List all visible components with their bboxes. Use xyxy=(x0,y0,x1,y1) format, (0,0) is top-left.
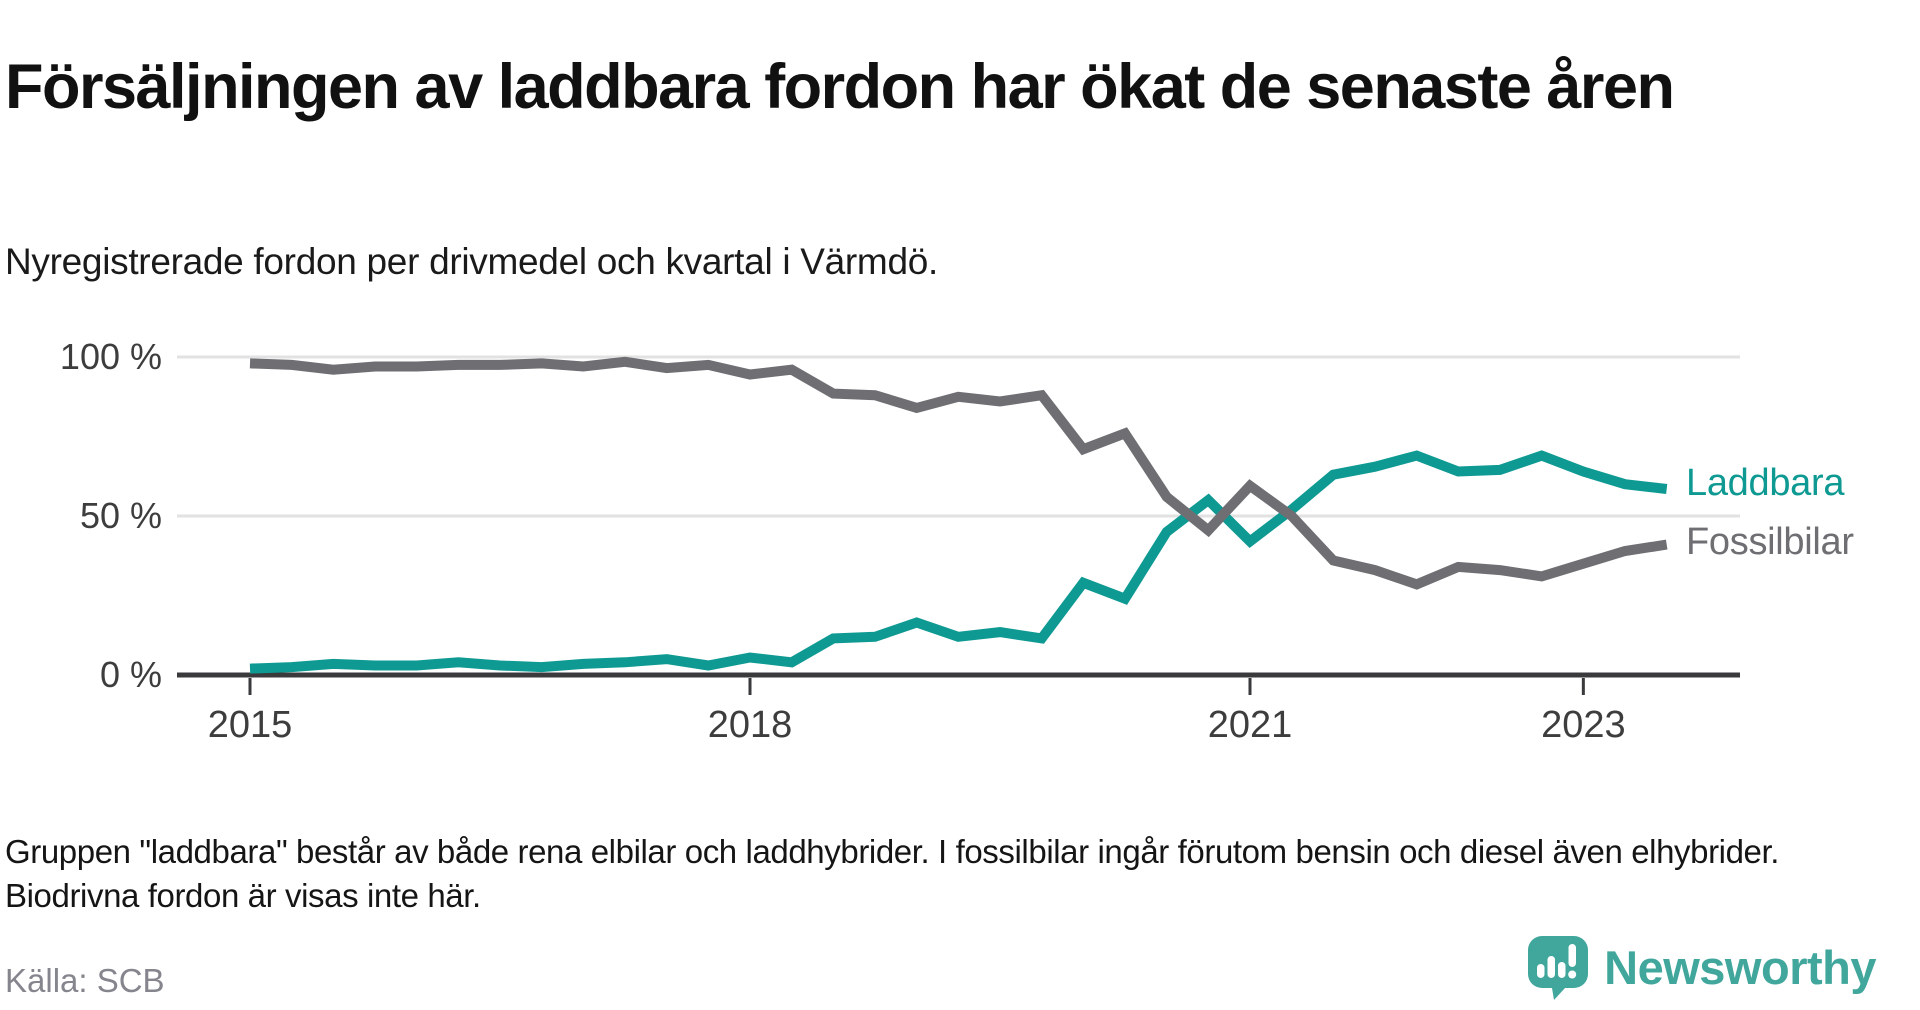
source-label: Källa: SCB xyxy=(5,962,165,999)
logo-exclamation-bar xyxy=(1568,944,1577,967)
series-line-fossilbilar xyxy=(249,356,1668,590)
x-axis-tick-label: 2021 xyxy=(1208,704,1293,746)
y-axis-tick-label: 50 % xyxy=(80,495,162,536)
newsworthy-logo: Newsworthy xyxy=(1526,934,1876,1000)
x-axis-tick-label: 2018 xyxy=(708,704,793,746)
logo-bar-3 xyxy=(1558,962,1566,978)
series-label-laddbara: Laddbara xyxy=(1686,462,1845,504)
footnote: Gruppen "laddbara" består av både rena e… xyxy=(5,833,1780,914)
x-axis-tick-label: 2023 xyxy=(1541,704,1626,746)
series-label-fossilbilar: Fossilbilar xyxy=(1686,521,1854,563)
newsworthy-logo-icon xyxy=(1528,936,1589,1000)
y-axis-tick-label: 0 % xyxy=(100,654,162,695)
newsworthy-logo-text: Newsworthy xyxy=(1604,940,1876,994)
series-line-laddbara xyxy=(249,450,1668,674)
chart-title: Försäljningen av laddbara fordon har öka… xyxy=(5,52,1675,123)
logo-exclamation-dot xyxy=(1568,970,1577,979)
chart-subtitle: Nyregistrerade fordon per drivmedel och … xyxy=(5,241,938,282)
x-axis-tick-label: 2015 xyxy=(208,704,293,746)
line-chart-canvas: 0 % 50 % 100 % 2015 2018 2021 2023 xyxy=(60,336,1740,746)
logo-bar-2 xyxy=(1547,956,1556,978)
logo-bar-1 xyxy=(1537,964,1545,978)
y-axis-tick-label: 100 % xyxy=(60,340,162,377)
line-chart: 0 % 50 % 100 % 2015 2018 2021 2023 xyxy=(0,336,1920,770)
